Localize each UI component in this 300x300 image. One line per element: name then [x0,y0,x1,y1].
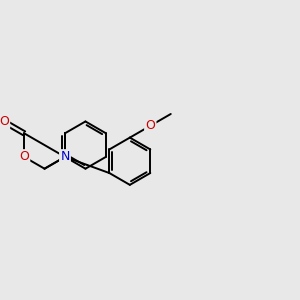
Text: O: O [146,119,155,132]
Text: O: O [0,115,9,128]
Text: N: N [60,150,70,164]
Text: O: O [19,150,29,164]
